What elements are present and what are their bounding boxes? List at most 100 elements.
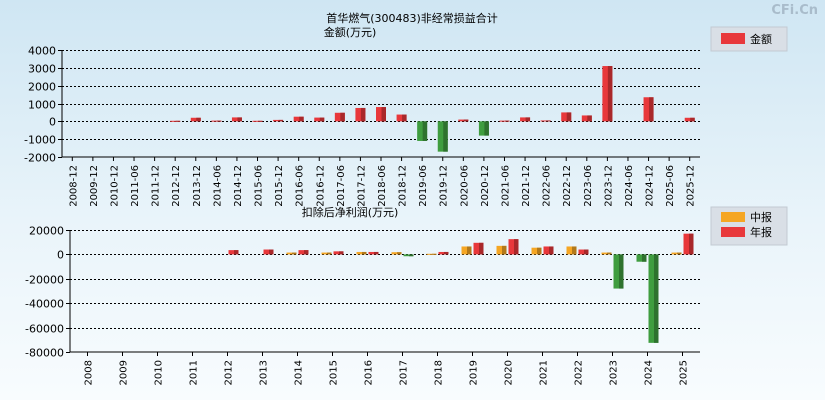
chart1-xtick-label: 2016-06 bbox=[295, 165, 306, 207]
chart1-xtick-label: 2018-12 bbox=[398, 165, 409, 207]
chart2-xtick-label: 2011 bbox=[189, 360, 200, 385]
chart2-xtick-label: 2009 bbox=[119, 360, 130, 385]
chart1-bar bbox=[211, 120, 222, 122]
watermark: CFi.Cn bbox=[771, 3, 818, 18]
chart2-bar-interim bbox=[321, 252, 332, 255]
chart1-xtick-label: 2015-06 bbox=[254, 165, 265, 207]
chart2-xtick-label: 2018 bbox=[434, 360, 445, 385]
chart2-ytick-label: 20000 bbox=[29, 225, 64, 238]
chart2-bar-interim-shade bbox=[397, 252, 402, 255]
chart2-bar-interim-shade bbox=[432, 253, 437, 255]
chart1-ytick-label: -2000 bbox=[24, 152, 56, 165]
chart1-bar bbox=[499, 120, 510, 122]
chart1-ytick-label: -1000 bbox=[24, 134, 56, 147]
chart1-bar-shade bbox=[340, 112, 345, 122]
chart2-bar-annual-shade bbox=[654, 254, 659, 343]
chart1-ytick-label: 4000 bbox=[28, 45, 56, 58]
chart1-bar bbox=[417, 121, 428, 141]
chart2-xtick-label: 2021 bbox=[539, 360, 550, 385]
chart2-bar-annual bbox=[263, 249, 274, 255]
chart1-bar-shade bbox=[607, 66, 613, 122]
chart1-xtick-label: 2011-12 bbox=[151, 165, 162, 207]
chart1-bar bbox=[540, 120, 551, 122]
chart1-bar bbox=[437, 121, 448, 152]
chart1-xtick-label: 2022-06 bbox=[542, 165, 553, 207]
chart2-bar-annual-shade bbox=[619, 254, 624, 289]
chart2-bar-annual-shade bbox=[234, 250, 239, 255]
chart1-xtick-label: 2011-06 bbox=[130, 165, 141, 207]
chart1-xtick-label: 2020-06 bbox=[459, 165, 470, 207]
chart2-bar-interim bbox=[671, 252, 682, 255]
chart2-bar-annual-shade bbox=[304, 250, 309, 255]
chart2-bar-interim bbox=[356, 251, 367, 255]
chart2-xtick-label: 2008 bbox=[84, 360, 95, 385]
chart1-bar bbox=[231, 117, 242, 122]
chart2-legend-label-interim: 中报 bbox=[750, 210, 772, 224]
chart1-xtick-label: 2008-12 bbox=[68, 165, 79, 207]
chart2-bar-interim bbox=[461, 246, 472, 255]
chart2-bar-interim bbox=[426, 253, 437, 255]
chart2-bar-annual bbox=[683, 233, 694, 255]
chart2-bar-annual bbox=[543, 246, 554, 255]
chart1-bar bbox=[314, 117, 325, 122]
chart2-bar-interim-shade bbox=[362, 251, 367, 255]
chart2-bar-interim-shade bbox=[607, 252, 612, 255]
chart1-bar bbox=[252, 120, 263, 122]
chart1-bar-shade bbox=[381, 107, 386, 122]
chart2-xtick-label: 2025 bbox=[679, 360, 690, 385]
chart2-legend-swatch-interim bbox=[721, 212, 745, 222]
chart2-bar-interim-shade bbox=[292, 252, 297, 255]
chart1-bar bbox=[643, 97, 654, 122]
chart2-bar-annual-shade bbox=[339, 251, 344, 255]
chart1-xtick-label: 2013-12 bbox=[192, 165, 203, 207]
chart1-ytick-label: 3000 bbox=[28, 63, 56, 76]
chart2-bar-annual-shade bbox=[444, 251, 449, 255]
chart1-xtick-label: 2025-06 bbox=[665, 165, 676, 207]
chart2-xtick-label: 2013 bbox=[259, 360, 270, 385]
chart2-xtick-label: 2022 bbox=[574, 360, 585, 385]
chart2-legend-label-annual: 年报 bbox=[750, 225, 772, 239]
chart2-legend: 中报 年报 bbox=[710, 206, 788, 246]
chart1-bar-shade bbox=[422, 121, 428, 141]
chart1-xtick-label: 2021-06 bbox=[500, 165, 511, 207]
chart2-bar-annual-shade bbox=[584, 249, 589, 255]
chart2-title: 扣除后净利润(万元) bbox=[302, 205, 399, 219]
chart1-xtick-label: 2024-12 bbox=[645, 165, 656, 207]
chart1-bar-shade bbox=[546, 120, 551, 122]
chart1-xtick-label: 2019-06 bbox=[418, 165, 429, 207]
chart2-bar-annual bbox=[333, 251, 344, 255]
chart2-ytick-label: -60000 bbox=[25, 323, 64, 336]
chart2-bar-annual-shade bbox=[409, 254, 414, 257]
chart1-xtick-label: 2021-12 bbox=[521, 165, 532, 207]
chart1-xtick-label: 2025-12 bbox=[686, 165, 697, 207]
chart1-bar-shade bbox=[504, 120, 510, 122]
chart1-bar-shade bbox=[258, 120, 263, 122]
chart2-xtick-label: 2010 bbox=[154, 360, 165, 385]
chart1-bar-shade bbox=[525, 117, 531, 122]
chart2-bar-annual-shade bbox=[549, 246, 554, 255]
chart1-xtick-label: 2017-06 bbox=[336, 165, 347, 207]
chart1-ytick-label: 0 bbox=[49, 116, 56, 129]
chart1-bar bbox=[190, 117, 201, 122]
chart1-bar bbox=[478, 121, 489, 136]
chart2-xtick-label: 2016 bbox=[364, 360, 375, 385]
chart2-bar-interim bbox=[636, 254, 647, 262]
chart1-bar bbox=[334, 112, 345, 122]
chart1-xtick-label: 2012-12 bbox=[171, 165, 182, 207]
chart1-bar bbox=[581, 115, 592, 122]
chart1-xtick-label: 2014-12 bbox=[233, 165, 244, 207]
chart2-xtick-label: 2023 bbox=[609, 360, 620, 385]
chart2-bar-annual bbox=[438, 251, 449, 255]
chart1-bar-shade bbox=[360, 107, 366, 122]
chart1-bar-shade bbox=[443, 121, 448, 152]
chart1-xtick-label: 2010-12 bbox=[109, 165, 120, 207]
chart1-xtick-label: 2017-12 bbox=[356, 165, 367, 207]
chart2-bar-interim-shade bbox=[327, 252, 332, 255]
chart1-bar bbox=[396, 114, 407, 122]
chart2-bar-annual-shade bbox=[514, 239, 519, 255]
chart2-bar-annual bbox=[298, 250, 309, 255]
chart2-bar-annual bbox=[403, 254, 414, 257]
chart2-ytick-label: -80000 bbox=[25, 347, 64, 360]
chart2-ytick-label: -40000 bbox=[25, 298, 64, 311]
